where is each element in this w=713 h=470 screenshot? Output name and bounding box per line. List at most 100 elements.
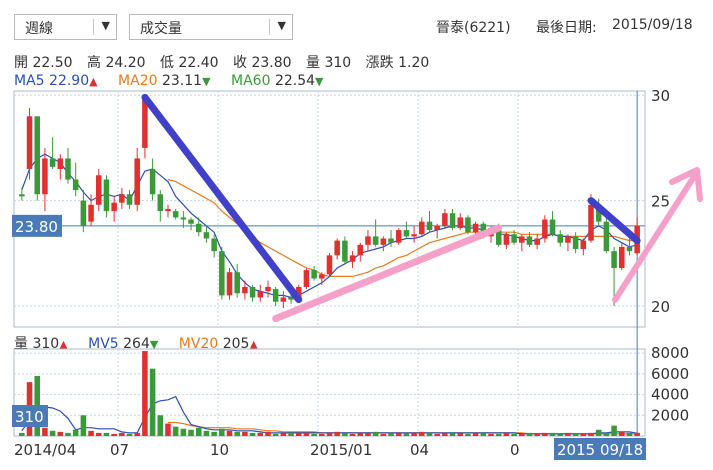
volume-bar: [411, 432, 417, 436]
volume-bar: [65, 432, 71, 436]
volume-bar: [480, 432, 487, 436]
period-select-value: 週線: [25, 21, 53, 37]
volume-bar: [442, 432, 448, 436]
volume-bar: [80, 415, 87, 436]
volume-bar: [42, 427, 48, 436]
open-label: 開: [14, 55, 28, 71]
candle-body: [557, 234, 564, 243]
current-volume-label: 310: [15, 408, 44, 426]
volume-bar: [126, 433, 133, 436]
candle-body: [580, 240, 587, 250]
change-label: 漲跌: [365, 55, 394, 71]
volume-bar: [88, 430, 94, 436]
ma20-legend: MA20 23.11▼: [118, 73, 211, 89]
volume-value: 310: [324, 55, 352, 71]
candle-body: [203, 232, 210, 239]
candle-body: [434, 225, 440, 231]
cursor-date-box: [554, 438, 646, 460]
volume-bar: [288, 432, 294, 436]
candle-body: [226, 272, 233, 296]
chevron-down-icon[interactable]: ▼: [101, 19, 110, 32]
annotation-pink-uptrend: [272, 224, 503, 323]
period-select[interactable]: 週線 ▼: [14, 14, 117, 40]
candle-body: [403, 230, 410, 237]
volume-bar: [280, 432, 287, 436]
volume-bar: [234, 431, 240, 436]
candle-body: [65, 158, 71, 180]
price-panel-frame: [13, 90, 646, 328]
candle-body: [465, 217, 471, 233]
candle-body: [72, 179, 79, 191]
chevron-down-icon[interactable]: ▼: [277, 19, 286, 32]
candle-body: [426, 221, 433, 231]
volume-bar: [457, 432, 464, 436]
volume-bar: [242, 431, 248, 436]
candle-body: [365, 236, 371, 245]
volume-bar: [495, 433, 502, 436]
candle-body: [519, 236, 525, 243]
volume-bar: [588, 432, 594, 436]
time-tick-label: 2014/04: [14, 441, 76, 459]
down-triangle-icon: ▼: [149, 338, 159, 351]
candle-body: [180, 217, 187, 220]
volume-bar: [311, 433, 317, 436]
candle-body: [395, 230, 402, 243]
volume-bar: [219, 428, 225, 436]
volume-bar: [188, 429, 194, 436]
candle-body: [295, 286, 302, 300]
volume-bar: [172, 426, 179, 436]
volume-bar: [580, 433, 587, 436]
price-tick-label: 20: [651, 298, 670, 316]
candle-body: [619, 246, 625, 268]
candle-body: [411, 234, 417, 237]
candle-body: [165, 209, 171, 212]
candle-body: [334, 240, 340, 256]
indicator-select[interactable]: 成交量 ▼: [129, 14, 293, 40]
candle-body: [249, 286, 256, 298]
low-value: 22.40: [178, 55, 219, 71]
candle-body: [42, 158, 48, 195]
up-triangle-icon: ▲: [89, 75, 98, 88]
candle-body: [49, 158, 56, 167]
volume-bar: [511, 433, 517, 436]
candle-body: [442, 213, 448, 226]
volume-bar: [534, 433, 540, 436]
candle-body: [626, 246, 633, 252]
volume-bar: [180, 428, 187, 436]
candle-body: [534, 238, 540, 245]
volume-bar: [165, 423, 171, 436]
candle-body: [380, 238, 387, 245]
volume-bar: [449, 432, 456, 436]
mv20-value: 205: [222, 336, 250, 352]
candle-body: [565, 236, 571, 243]
ohlc-summary: 開 22.50 高 24.20 低 22.40 收 23.80 量 310 漲跌…: [14, 52, 439, 72]
volume-bar: [619, 431, 625, 436]
volume-bar: [395, 432, 402, 436]
volume-bar: [157, 415, 164, 436]
candle-body: [34, 116, 40, 195]
candle-body: [549, 219, 556, 235]
volume-bar: [257, 432, 264, 436]
volume-bar: [303, 432, 310, 436]
volume-bar: [142, 351, 148, 436]
volume-bar: [226, 430, 233, 436]
volume-bar: [526, 432, 533, 436]
last-date-label: 最後日期:: [536, 20, 597, 36]
volume-bar: [388, 432, 394, 436]
down-triangle-icon: ▼: [202, 75, 211, 88]
volume-bar: [119, 432, 125, 436]
volume-bar: [542, 432, 548, 436]
volume-bar: [195, 427, 202, 436]
candle-body: [280, 297, 287, 302]
candle-body: [119, 194, 125, 203]
candle-body: [272, 289, 279, 302]
current-volume-box: [12, 405, 48, 427]
candle-body: [357, 244, 364, 256]
volume-bar: [472, 432, 479, 436]
volume-bar: [211, 431, 217, 436]
close-value: 23.80: [251, 55, 292, 71]
candle-body: [572, 236, 579, 250]
volume-bar: [357, 432, 364, 436]
volume-tick-label: 8000: [651, 344, 689, 362]
